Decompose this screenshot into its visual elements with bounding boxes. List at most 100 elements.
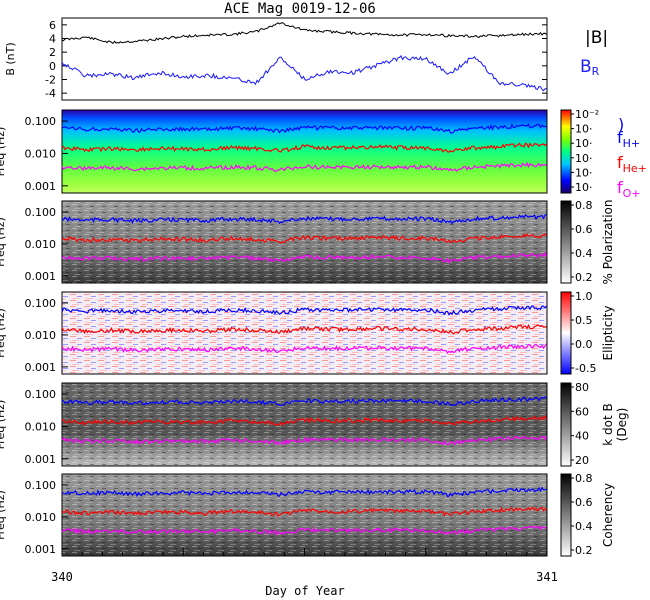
colorbar-tick-label: 10⁻² [575,108,599,121]
freq-y-tick-label: 0.001 [25,180,57,193]
freq-ylabel: Freq (Hz) [0,490,7,540]
colorbar-k-dot-b [560,382,572,467]
freq-y-tick-label: 0.010 [25,329,57,342]
freq-line-f_H+ [61,486,547,498]
colorbar-tick-label: 0.6 [575,496,593,509]
x-axis-label: Day of Year [265,584,344,598]
freq-line-f_H+ [61,213,547,225]
series-line-radial-field [61,55,547,92]
freq-y-tick-label: 0.010 [25,511,57,524]
colorbar-tick-label: 10· [575,137,593,150]
colorbar-tick-label: 10· [575,123,593,136]
colorbar-tick-label: 1.0 [575,290,593,303]
colorbar-tick-label: 20 [575,454,589,467]
legend-total-field: |B| [585,28,608,48]
colorbar-label-k-dot-b: k dot B [601,403,615,445]
freq-line-f_H+ [62,396,547,407]
colorbar-tick-label: -0.5 [575,362,596,375]
panel-spectrum-frame [61,109,548,194]
colorbar-tick-label: 0.4 [575,520,593,533]
freq-y-tick-label: 0.100 [25,297,57,310]
freq-line-f_H+ [61,122,547,134]
freq-y-tick-label: 0.100 [25,206,57,219]
b-y-tick-label: -4 [45,87,56,100]
panel-coherency-texture [62,474,547,556]
colorbar-label-ellipticity: Ellipticity [601,306,615,361]
legend-f-h: fH+ [617,128,640,150]
colorbar-polarization [560,200,572,284]
freq-line-f_He+ [61,233,547,244]
x-tick-label-341: 341 [536,570,558,584]
panel-coherency: 0.100 0.010 0.001 Freq (Hz) 0.8 0.6 0.4 0.2 Cohe… [0,472,615,557]
colorbar-ellipticity [560,291,572,375]
colorbar-tick-label: 0.0 [575,338,593,351]
panel-k-dot-b-frame [61,382,548,467]
colorbar-tick-label: 0.2 [575,271,593,284]
colorbar-tick-label: 0.2 [575,544,593,557]
freq-y-tick-label: 0.001 [25,361,57,374]
colorbar-tick-label: 0.6 [575,223,593,236]
freq-line-f_He+ [61,323,547,335]
freq-y-tick-label: 0.001 [25,270,57,283]
frequency-legend: fH+ fHe+ fO+ ) [617,115,647,200]
colorbar-tick-label: 60 [575,405,589,418]
colorbar-tick-label: 10· [575,166,593,179]
colorbar-tick-label: 0.4 [575,247,593,260]
freq-y-tick-label: 0.010 [25,238,57,251]
freq-y-tick-label: 0.100 [25,388,57,401]
freq-y-tick-label: 0.010 [25,147,57,160]
freq-y-tick-label: 0.010 [25,420,57,433]
freq-ylabel: Freq (Hz) [0,217,7,267]
panel-k-dot-b: 0.100 0.010 0.001 Freq (Hz) 80 60 40 20 k dot B(… [0,381,629,467]
panel-polarization-frame [61,200,548,284]
colorbar-tick-label: 10· [575,152,593,165]
panel-polarization-texture [62,201,547,283]
b-y-tick-label: -2 [45,74,56,87]
freq-line-f_He+ [61,414,548,427]
freq-ylabel: Freq (Hz) [0,127,7,177]
legend-paren: ) [618,115,624,134]
freq-y-tick-label: 0.100 [25,115,57,128]
panel-polarization: 0.100 0.010 0.001 Freq (Hz) 0.8 0.6 0.4 0.2 % Po… [0,199,615,284]
freq-y-tick-label: 0.100 [25,479,57,492]
colorbar-tick-label: 0.8 [575,199,593,212]
colorbar-coherency [560,473,572,557]
freq-y-tick-label: 0.001 [25,543,57,556]
freq-line-f_O+ [61,525,547,537]
panel-b-frame [61,17,548,101]
colorbar-label-coherency: Coherency [601,483,615,547]
freq-line-f_O+ [61,435,548,446]
colorbar-label-polarization: % Polarization [601,200,615,285]
colorbar-tick-label: 0.5 [575,314,593,327]
b-y-tick-label: 6 [49,19,56,32]
chart-title: ACE Mag 0019-12-06 [224,1,376,17]
colorbar-tick-label: 40 [575,430,589,443]
freq-ylabel: Freq (Hz) [0,400,7,450]
x-tick-label-340: 340 [51,570,73,584]
panel-ellipticity-frame [61,291,548,375]
b-ylabel: B (nT) [4,42,17,75]
legend-f-o: fO+ [617,178,641,200]
freq-line-f_He+ [61,506,547,518]
freq-y-tick-label: 0.001 [25,453,57,466]
panel-k-dot-b-texture [62,383,547,466]
colorbar-tick-label: 10· [575,181,593,194]
colorbar-tick-label: 0.8 [575,472,593,485]
b-y-tick-label: 2 [49,46,56,59]
b-y-tick-label: 0 [49,60,56,73]
legend-radial-field: BR [580,57,600,78]
colorbar-tick-label: 80 [575,381,589,394]
colorbar-label2-k-dot-b: (Deg) [615,408,629,442]
colorbar-spectrum [560,109,572,194]
series-line-total-field [61,22,547,45]
freq-line-f_H+ [61,305,547,316]
panel-spectrum-image [62,110,547,193]
b-y-tick-label: 4 [49,33,56,46]
legend-f-he: fHe+ [617,153,647,175]
panel-ellipticity: 0.100 0.010 0.001 Freq (Hz) 1.0 0.5 0.0 -0.5 Ell… [0,290,615,375]
